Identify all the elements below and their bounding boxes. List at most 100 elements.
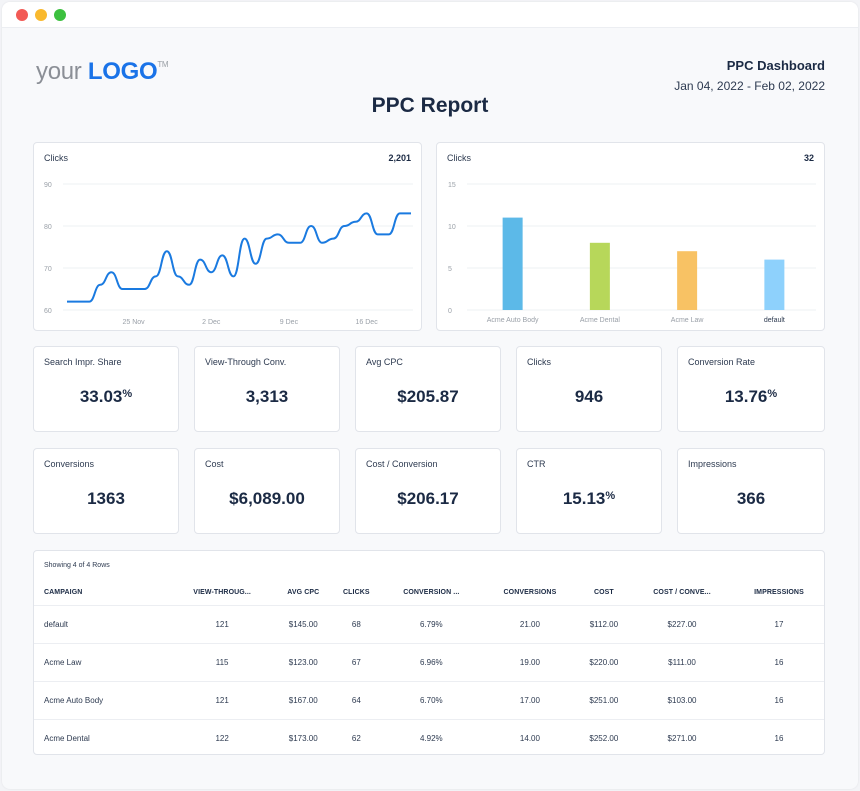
cell-cost-per-conversion: $111.00 [630, 642, 735, 681]
kpi-label: View-Through Conv. [205, 357, 287, 367]
kpi-value: 366 [678, 489, 824, 509]
bar-acme-dental [589, 242, 610, 310]
cell-conversions: 19.00 [482, 642, 578, 681]
kpi-number: 366 [736, 489, 766, 508]
cell-campaign: Acme Dental [34, 718, 170, 757]
kpi-value: $206.17 [356, 489, 500, 509]
column-header-conversion-rate[interactable]: CONVERSION ... [403, 589, 460, 597]
kpi-label: Conversion Rate [688, 357, 756, 367]
kpi-suffix: % [122, 388, 133, 400]
cell-cost: $220.00 [577, 642, 631, 681]
kpi-value: 33.03% [34, 387, 178, 407]
kpi-number: 33.03 [79, 387, 123, 406]
kpi-value: 13.76% [678, 387, 824, 407]
row-count-label: Showing 4 of 4 Rows [44, 562, 110, 569]
kpi-value: $6,089.00 [195, 489, 339, 509]
dashboard-name: PPC Dashboard [726, 58, 825, 73]
x-tick-label: 2 Dec [202, 319, 221, 326]
kpi-label: Cost [205, 459, 224, 469]
cell-view-through: 122 [170, 718, 275, 757]
kpi-conversion-rate: Conversion Rate 13.76% [677, 346, 825, 432]
table-row[interactable]: Acme Dental 122 $173.00 62 4.92% 14.00 $252.00… [34, 718, 824, 757]
campaign-table: CAMPAIGN VIEW-THROUG... AVG CPC CLICKS C… [34, 581, 824, 757]
kpi-view-through-conv: View-Through Conv. 3,313 [194, 346, 340, 432]
cell-cost: $252.00 [577, 718, 631, 757]
y-tick-label: 0 [448, 308, 452, 315]
maximize-window-button[interactable] [54, 9, 66, 21]
cell-campaign: Acme Law [34, 642, 170, 681]
y-tick-label: 10 [448, 224, 456, 231]
cell-cost: $251.00 [577, 680, 631, 719]
column-header-avg-cpc[interactable]: AVG CPC [287, 589, 320, 597]
cell-cost-per-conversion: $103.00 [630, 680, 735, 719]
column-header-view-through[interactable]: VIEW-THROUG... [193, 589, 251, 597]
column-header-campaign[interactable]: CAMPAIGN [44, 589, 83, 597]
cell-cost-per-conversion: $271.00 [630, 718, 735, 757]
kpi-number: $6,089.00 [229, 489, 305, 508]
kpi-number: 946 [574, 387, 604, 406]
title-bar [2, 2, 858, 28]
column-header-cost[interactable]: COST [593, 589, 614, 597]
cell-impressions: 16 [734, 642, 824, 681]
kpi-suffix: % [605, 490, 616, 502]
y-tick-label: 15 [448, 182, 456, 189]
minimize-window-button[interactable] [35, 9, 47, 21]
kpi-label: CTR [527, 459, 546, 469]
clicks-series-line [67, 212, 411, 303]
cell-conversions: 14.00 [482, 718, 578, 757]
bar-acme-auto-body [502, 217, 523, 310]
company-logo: your LOGOTM [36, 58, 169, 86]
kpi-search-impr-share: Search Impr. Share 33.03% [33, 346, 179, 432]
y-tick-label: 80 [44, 224, 52, 231]
cell-campaign: default [34, 604, 170, 643]
x-tick-label: Acme Auto Body [487, 317, 539, 324]
kpi-suffix: % [767, 388, 778, 400]
kpi-number: 15.13 [562, 489, 606, 508]
cell-conversion-rate: 6.79% [380, 604, 483, 643]
column-header-impressions[interactable]: IMPRESSIONS [754, 589, 804, 597]
kpi-value: 946 [517, 387, 661, 407]
y-tick-label: 5 [448, 266, 452, 273]
kpi-avg-cpc: Avg CPC $205.87 [355, 346, 501, 432]
kpi-impressions: Impressions 366 [677, 448, 825, 534]
y-tick-label: 70 [44, 266, 52, 273]
table-row[interactable]: default 121 $145.00 68 6.79% 21.00 $112.00 $227… [34, 604, 824, 643]
cell-avg-cpc: $173.00 [274, 718, 333, 757]
date-range: Jan 04, 2022 - Feb 02, 2022 [674, 79, 825, 93]
kpi-conversions: Conversions 1363 [33, 448, 179, 534]
kpi-label: Avg CPC [366, 357, 403, 367]
clicks-line-chart-card: Clicks 2,201 60 70 80 90 25 Nov 2 Dec 9 Dec 16 … [33, 142, 422, 331]
cell-view-through: 121 [170, 604, 275, 643]
kpi-number: 3,313 [245, 387, 289, 406]
cell-clicks: 68 [332, 604, 381, 643]
cell-impressions: 16 [734, 718, 824, 757]
cell-view-through: 121 [170, 680, 275, 719]
campaign-table-card: Showing 4 of 4 Rows CAMPAIGN VIEW-THROUG… [33, 550, 825, 757]
cell-view-through: 115 [170, 642, 275, 681]
cell-avg-cpc: $123.00 [274, 642, 333, 681]
table-row[interactable]: Acme Law 115 $123.00 67 6.96% 19.00 $220.00 $11… [34, 642, 824, 681]
cell-clicks: 62 [332, 718, 381, 757]
cell-conversion-rate: 6.96% [380, 642, 483, 681]
x-tick-label: 9 Dec [280, 319, 299, 326]
y-tick-label: 90 [44, 182, 52, 189]
kpi-label: Clicks [527, 357, 551, 367]
kpi-label: Conversions [44, 459, 95, 469]
cell-conversions: 21.00 [482, 604, 578, 643]
close-window-button[interactable] [16, 9, 28, 21]
x-tick-label: 25 Nov [122, 319, 145, 326]
column-header-cost-per-conversion[interactable]: COST / CONVE... [653, 589, 711, 597]
cell-clicks: 67 [332, 642, 381, 681]
cell-conversion-rate: 4.92% [380, 718, 483, 757]
clicks-bar-chart-card: Clicks 32 0 5 10 15 Acme Auto Body Acme Denta… [436, 142, 825, 331]
chart-total: 2,201 [388, 153, 411, 163]
logo-trademark: TM [157, 60, 169, 69]
cell-cost-per-conversion: $227.00 [630, 604, 735, 643]
column-header-conversions[interactable]: CONVERSIONS [503, 589, 557, 597]
kpi-label: Search Impr. Share [44, 357, 122, 367]
table-header-row: CAMPAIGN VIEW-THROUG... AVG CPC CLICKS C… [34, 581, 824, 605]
kpi-value: 1363 [34, 489, 178, 509]
table-row[interactable]: Acme Auto Body 121 $167.00 64 6.70% 17.00 $251… [34, 680, 824, 719]
column-header-clicks[interactable]: CLICKS [343, 589, 370, 597]
